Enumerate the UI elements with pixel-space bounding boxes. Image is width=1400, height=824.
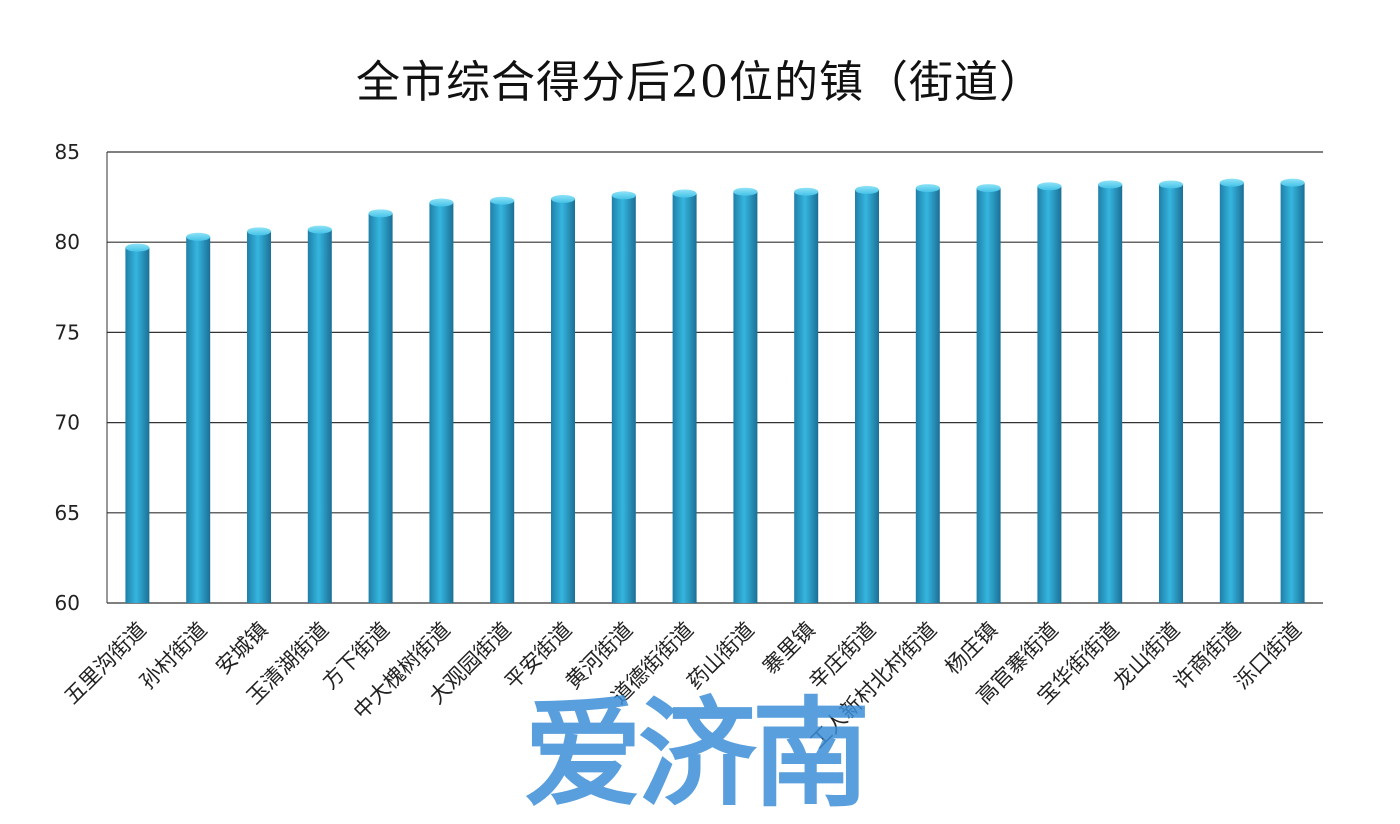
bar-body <box>976 188 1001 603</box>
bar-body <box>1280 182 1305 603</box>
bar-body <box>490 200 515 603</box>
bar <box>1037 182 1062 603</box>
y-tick-label: 60 <box>55 591 80 615</box>
bar <box>1280 178 1305 603</box>
x-tick-label: 泺口街道 <box>1230 618 1306 694</box>
bar-cap <box>368 209 393 218</box>
bar <box>976 184 1001 603</box>
x-tick-label: 孙村街道 <box>135 618 211 694</box>
bar-cap <box>1037 182 1062 191</box>
bar-cap <box>490 196 515 205</box>
bar-body <box>855 189 879 603</box>
bar-body <box>672 193 697 603</box>
bar <box>855 185 879 603</box>
bar <box>125 243 150 603</box>
y-tick-label: 80 <box>55 230 80 254</box>
bar-cap <box>611 191 636 200</box>
bar-body <box>429 202 454 603</box>
x-tick-label: 龙山街道 <box>1108 618 1184 694</box>
bar-body <box>551 198 575 604</box>
bar-cap <box>733 187 758 196</box>
bar <box>1219 178 1244 603</box>
bar-cap <box>1280 178 1305 187</box>
bar-body <box>247 231 271 603</box>
bar <box>307 225 332 603</box>
bar <box>672 189 697 603</box>
bar-body <box>125 247 150 603</box>
bar <box>794 187 819 604</box>
bar <box>186 232 211 603</box>
bar-cap <box>307 225 332 234</box>
bar-cap <box>429 198 454 207</box>
bar-body <box>794 191 819 604</box>
bar-cap <box>794 187 819 196</box>
bar-cap <box>915 184 940 193</box>
bar <box>368 209 393 603</box>
bar <box>551 194 575 604</box>
bar-cap <box>976 184 1001 193</box>
bars <box>125 178 1305 604</box>
bar-body <box>1219 182 1244 603</box>
bar <box>429 198 454 603</box>
bar-body <box>733 191 758 604</box>
bar-cap <box>247 227 271 236</box>
bar-cap <box>672 189 697 198</box>
x-tick-label: 许商街道 <box>1169 618 1245 694</box>
y-tick-label: 65 <box>55 501 80 525</box>
bar-body <box>1037 186 1062 603</box>
bar-body <box>915 188 940 603</box>
y-tick-label: 75 <box>55 320 80 344</box>
watermark-logo: 爱济南 <box>524 685 866 823</box>
bar-cap <box>1098 180 1123 189</box>
bar-body <box>368 213 393 603</box>
bar-body <box>1098 184 1123 604</box>
x-tick-label: 五里沟街道 <box>60 618 151 709</box>
bar-body <box>186 236 211 603</box>
bar-cap <box>186 232 211 241</box>
bar <box>1159 180 1183 604</box>
bar <box>611 191 636 603</box>
bar <box>733 187 758 604</box>
bar <box>915 184 940 603</box>
bar-body <box>611 195 636 603</box>
bar-cap <box>1219 178 1244 187</box>
bar-cap <box>125 243 150 252</box>
y-axis: 60 65 70 75 80 85 <box>55 140 80 615</box>
bar-cap <box>551 194 575 203</box>
x-tick-label: 平安街道 <box>500 618 576 694</box>
y-tick-label: 70 <box>55 411 80 435</box>
bar-cap <box>1159 180 1183 189</box>
x-tick-label: 药山街道 <box>683 618 759 694</box>
bar-body <box>1159 184 1183 604</box>
bar <box>490 196 515 603</box>
chart-title: 全市综合得分后20位的镇（街道） <box>356 57 1044 108</box>
bar <box>247 227 271 603</box>
bar-body <box>307 229 332 603</box>
bar-cap <box>855 185 879 194</box>
y-tick-label: 85 <box>55 140 80 164</box>
bar <box>1098 180 1123 604</box>
gridlines <box>106 151 1323 604</box>
